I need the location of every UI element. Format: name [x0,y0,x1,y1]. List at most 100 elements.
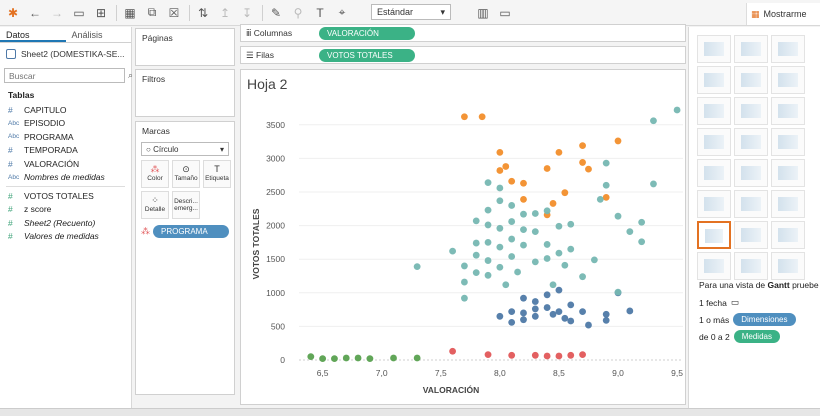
data-point[interactable] [461,262,468,270]
data-point[interactable] [366,355,374,363]
data-point[interactable] [543,165,551,172]
data-point[interactable] [461,113,468,121]
data-point[interactable] [496,312,504,320]
group-icon[interactable]: ⚲ [293,5,303,20]
data-point[interactable] [543,304,551,311]
data-point[interactable] [567,220,575,228]
data-point[interactable] [449,247,456,255]
data-point[interactable] [543,241,551,248]
chart-type-thumbnail[interactable] [771,97,805,125]
undo-icon[interactable]: ← [29,5,41,20]
data-point[interactable] [508,253,516,260]
data-point[interactable] [555,308,563,316]
data-point[interactable] [561,261,569,269]
data-point[interactable] [520,309,527,317]
show-cards-icon[interactable]: ▥ [477,5,489,20]
data-point[interactable] [484,351,492,359]
chart-type-thumbnail[interactable] [771,190,805,218]
data-point[interactable] [549,200,557,207]
data-point[interactable] [590,256,598,264]
data-point[interactable] [596,195,604,203]
search-icon[interactable]: ⌕ [128,70,134,80]
data-point[interactable] [638,238,646,246]
data-point[interactable] [638,218,646,226]
data-point[interactable] [508,351,516,359]
clear-sheet-icon[interactable]: ☒ [168,5,180,20]
color-button[interactable]: ⁂ Color [141,160,169,188]
data-point[interactable] [561,314,569,322]
data-point[interactable] [531,305,539,313]
field-item[interactable]: Abc Nombres de medidas [0,171,131,185]
data-point[interactable] [650,117,657,125]
size-button[interactable]: ⊙ Tamaño [172,160,200,188]
data-point[interactable] [413,354,421,362]
data-point[interactable] [531,298,539,305]
data-point[interactable] [319,355,327,363]
data-point[interactable] [502,281,510,289]
field-item[interactable]: # Valores de medidas [0,230,131,244]
chart-type-thumbnail[interactable] [697,190,731,218]
field-item[interactable]: # Sheet2 (Recuento) [0,216,131,230]
tableau-logo-icon[interactable]: ✱ [7,5,19,20]
chart-type-thumbnail[interactable] [734,252,768,280]
data-point[interactable] [585,321,592,329]
data-point[interactable] [531,258,539,266]
chart-type-thumbnail[interactable] [734,128,768,156]
data-point[interactable] [555,286,563,294]
data-point[interactable] [514,268,521,276]
data-point[interactable] [549,310,557,318]
data-point[interactable] [520,294,527,302]
tab-analysis[interactable]: Análisis [71,30,103,40]
data-point[interactable] [579,142,586,150]
data-point[interactable] [555,249,563,257]
data-point[interactable] [531,351,539,359]
data-point[interactable] [543,352,551,360]
data-point[interactable] [549,281,557,289]
chart-type-thumbnail[interactable] [771,252,805,280]
data-point[interactable] [543,207,551,215]
new-sheet-icon[interactable]: ▦ [124,5,136,20]
data-point[interactable] [496,243,504,251]
field-item[interactable]: # z score [0,203,131,217]
fit-select[interactable]: Estándar ▾ [371,4,451,20]
chart-type-thumbnail[interactable] [697,66,731,94]
data-point[interactable] [650,180,657,188]
data-point[interactable] [449,347,456,355]
data-point[interactable] [520,226,527,234]
data-point[interactable] [567,351,575,359]
data-point[interactable] [390,354,397,362]
votos-totales-pill[interactable]: VOTOS TOTALES [319,48,415,62]
data-point[interactable] [543,255,551,262]
chart-type-thumbnail[interactable] [734,190,768,218]
data-point[interactable] [602,181,610,189]
sort-desc-icon[interactable]: ↧ [241,5,253,20]
field-item[interactable]: Abc PROGRAMA [0,130,131,144]
chart-type-thumbnail[interactable] [771,221,805,249]
mark-type-select[interactable]: ○ Círculo ▾ [141,142,229,156]
data-point[interactable] [614,288,622,296]
data-point[interactable] [484,271,492,279]
detail-button[interactable]: ⁘ Detalle [141,191,169,219]
data-point[interactable] [502,163,510,170]
rows-shelf[interactable]: ☰ Filas VOTOS TOTALES [240,46,686,64]
search-input[interactable] [4,68,125,83]
data-point[interactable] [602,316,610,324]
scatter-chart[interactable]: 0 500 1000 1500 2000 2500 3000 3500 6,5 7,0 7,5 8,0… [241,70,687,406]
data-point[interactable] [520,179,527,187]
save-icon[interactable]: ▭ [73,5,85,20]
field-item[interactable]: # CAPITULO [0,103,131,117]
redo-icon[interactable]: → [51,5,63,20]
data-point[interactable] [614,212,622,220]
data-point[interactable] [472,239,480,247]
data-point[interactable] [484,239,492,246]
data-point[interactable] [567,301,575,309]
data-point[interactable] [472,269,480,277]
chart-type-thumbnail[interactable] [734,66,768,94]
show-me-button[interactable]: ▦ Mostrarme [746,3,820,25]
field-item[interactable]: # TEMPORADA [0,144,131,158]
data-point[interactable] [354,354,362,362]
tab-data[interactable]: Datos [0,27,66,42]
tooltip-button[interactable]: Descri... emerg... [172,191,200,219]
data-point[interactable] [478,113,486,121]
chart-type-thumbnail[interactable] [771,128,805,156]
